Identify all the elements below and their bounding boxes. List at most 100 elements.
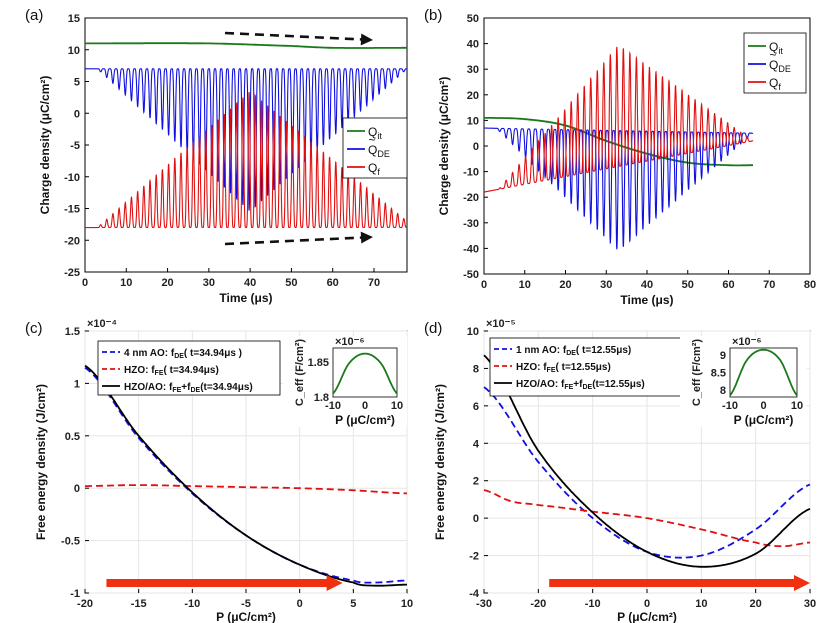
x-tick-label: 70	[368, 277, 380, 289]
tilde-mark: ~	[769, 48, 776, 62]
legend-box	[342, 117, 408, 179]
legend-label-Q_f: Qf	[368, 161, 380, 177]
legend-sub: it	[377, 131, 382, 141]
x-tick-label: -10	[184, 598, 200, 610]
y-tick-label: -10	[64, 172, 80, 184]
x-axis-label: Time (μs)	[219, 291, 272, 305]
y-tick-label: 0	[473, 513, 479, 525]
y-tick-label: 10	[68, 45, 80, 57]
legend-label-Q_f: Qf	[769, 76, 781, 92]
y-axis-label: Free energy density (J/cm²)	[34, 384, 48, 540]
y-tick-label: -0.5	[61, 536, 80, 548]
inset-x-tick: 0	[362, 400, 368, 412]
series-Q_DE	[85, 68, 407, 211]
legend-sub: FE	[155, 370, 164, 377]
inset-y-tick: 8	[720, 385, 726, 397]
y-tick-label: -5	[70, 140, 80, 152]
direction-arrow	[106, 579, 329, 587]
x-tick-label: 0	[297, 598, 303, 610]
x-tick-label: 0	[82, 277, 88, 289]
y-scale-factor: ×10⁻⁴	[87, 318, 117, 330]
x-tick-label: 20	[161, 277, 173, 289]
panel-label: (b)	[424, 7, 442, 24]
legend-label-1: HZO: fFE( t=12.55μs)	[516, 362, 611, 374]
legend-sub: FE	[564, 384, 573, 391]
x-tick-label: 0	[644, 598, 650, 610]
trend-arrow	[224, 236, 364, 246]
legend-mid: +f	[573, 379, 583, 390]
x-tick-label: -20	[530, 598, 546, 610]
legend-tail: (t=34.94μs)	[200, 382, 253, 393]
y-tick-label: -30	[463, 218, 479, 230]
panel-label: (a)	[25, 7, 43, 24]
y-tick-label: 1.5	[65, 326, 80, 338]
legend-sub: f	[377, 167, 380, 177]
panel-label: (d)	[424, 320, 442, 337]
y-tick-label: 50	[467, 13, 479, 25]
inset-frame	[332, 347, 398, 398]
legend-tail: ( t=34.94μs)	[164, 365, 219, 376]
x-tick-label: 50	[285, 277, 297, 289]
y-tick-label: 10	[467, 326, 479, 338]
y-tick-label: 40	[467, 39, 479, 51]
inset-scale: ×10⁻⁶	[732, 336, 762, 348]
legend-label-1: HZO: fFE( t=34.94μs)	[124, 365, 219, 377]
series-Q_it	[85, 42, 407, 49]
series-Q_f	[484, 46, 754, 193]
x-tick-label: 10	[695, 598, 707, 610]
panel-0-plot	[85, 42, 407, 229]
x-tick-label: 60	[327, 277, 339, 289]
y-axis-label: Free energy density (J/cm²)	[433, 384, 447, 540]
legend-sub: DE	[190, 387, 200, 394]
x-tick-label: 10	[120, 277, 132, 289]
y-tick-label: -20	[463, 192, 479, 204]
y-tick-label: 1	[74, 378, 80, 390]
x-tick-label: 20	[559, 279, 571, 291]
y-tick-label: -15	[64, 204, 80, 216]
inset-curve	[332, 352, 398, 395]
legend-sub: FE	[547, 367, 556, 374]
inset-x-label: P (μC/cm²)	[335, 413, 395, 427]
y-tick-label: 4	[473, 438, 480, 450]
y-tick-label: 10	[467, 115, 479, 127]
x-tick-label: 50	[682, 279, 694, 291]
y-tick-label: -50	[463, 269, 479, 281]
y-tick-label: 8	[473, 363, 479, 375]
x-axis-label: Time (μs)	[620, 293, 673, 307]
series-FE	[483, 489, 811, 548]
inset-x-label: P (μC/cm²)	[734, 413, 794, 427]
legend-mid: +f	[181, 382, 191, 393]
y-axis-label: Charge density (μC/cm²)	[437, 77, 451, 216]
y-tick-label: -25	[64, 267, 80, 279]
direction-arrow	[549, 579, 796, 587]
x-tick-label: 60	[722, 279, 734, 291]
panel-label: (c)	[25, 320, 43, 337]
inset-y-tick: 9	[720, 350, 726, 362]
y-tick-label: -2	[469, 551, 479, 563]
trend-arrow	[224, 31, 364, 41]
inset-scale: ×10⁻⁶	[335, 336, 365, 348]
legend-box	[97, 340, 281, 396]
inset-x-tick: 10	[791, 400, 803, 412]
panel-2-plot	[84, 364, 408, 587]
series-Q_f	[85, 91, 407, 229]
y-tick-label: -4	[469, 588, 480, 600]
x-tick-label: 10	[519, 279, 531, 291]
x-tick-label: 0	[481, 279, 487, 291]
x-tick-label: -30	[476, 598, 492, 610]
legend-tail: ( t=12.55μs)	[576, 345, 631, 356]
y-tick-label: 5	[74, 77, 80, 89]
legend-sub: it	[778, 46, 783, 56]
legend-tail: ( t=12.55μs)	[556, 362, 611, 373]
inset-y-tick: 1.8	[314, 392, 329, 404]
legend-sub: DE	[377, 149, 390, 159]
legend-label-2: HZO/AO: fFE+fDE(t=12.55μs)	[516, 379, 645, 391]
x-tick-label: 40	[244, 277, 256, 289]
y-tick-label: -20	[64, 235, 80, 247]
x-tick-label: -15	[131, 598, 147, 610]
inset-curve	[729, 348, 798, 396]
trend-arrow-head	[360, 231, 373, 244]
legend-label-2: HZO/AO: fFE+fDE(t=34.94μs)	[124, 382, 253, 394]
x-tick-label: 5	[350, 598, 356, 610]
